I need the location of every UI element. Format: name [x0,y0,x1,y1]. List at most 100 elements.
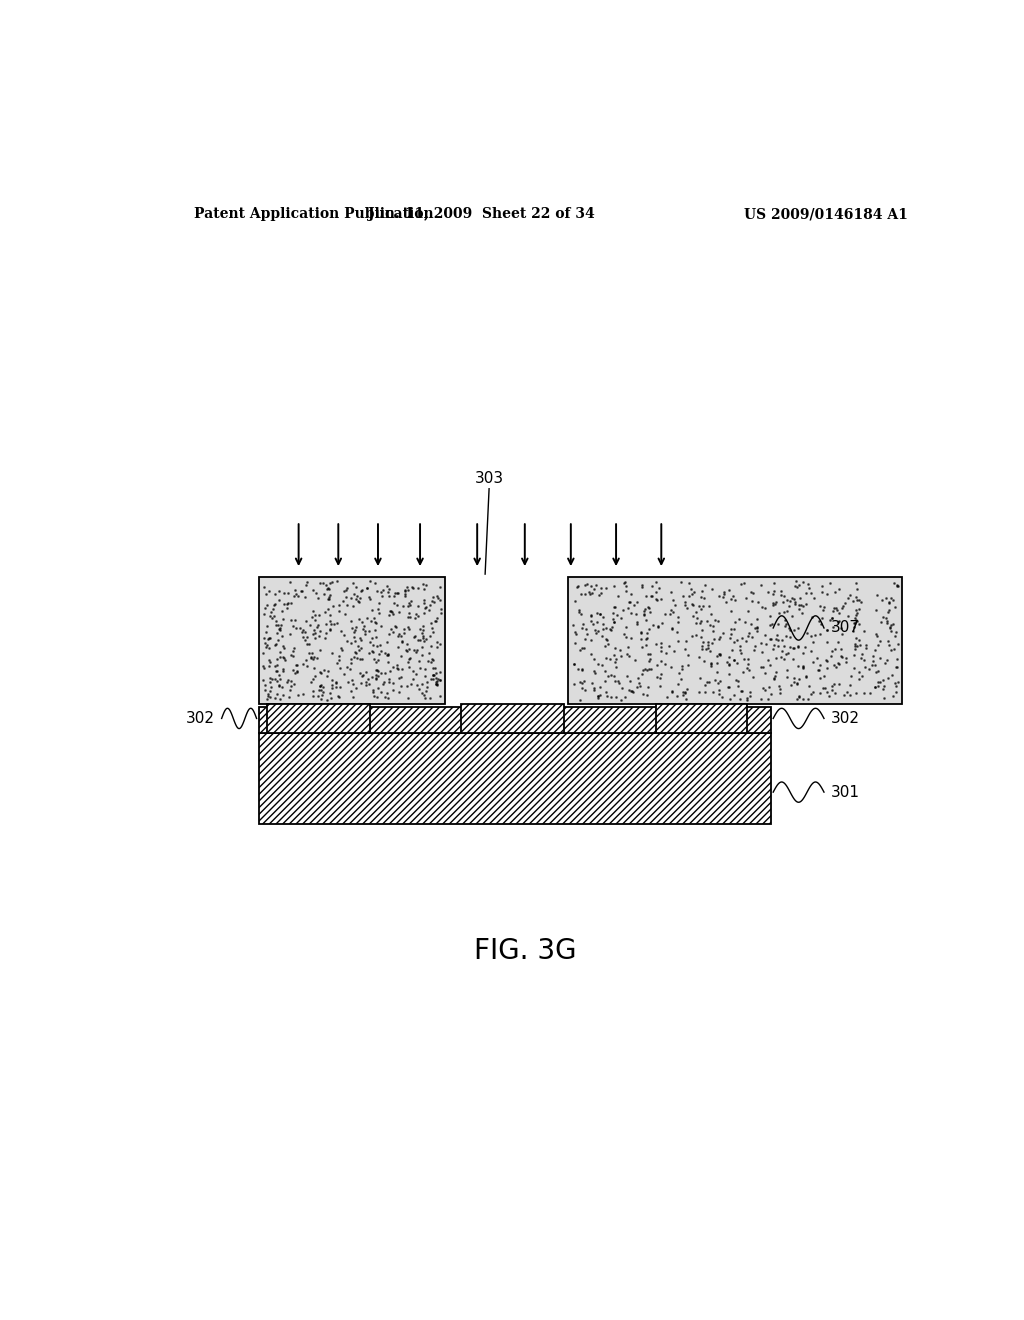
Point [849,635,865,656]
Point [629,591,645,612]
Point [590,653,606,675]
Bar [568,577,902,704]
Point [293,581,309,602]
Point [695,651,712,672]
Point [796,688,812,709]
Point [409,663,425,684]
Point [566,632,583,653]
Point [733,573,750,594]
Point [621,636,637,657]
Point [573,603,590,624]
Point [877,653,893,675]
Point [849,590,865,611]
Point [623,671,639,692]
Point [642,648,658,669]
Point [636,601,652,622]
Point [627,649,643,671]
Point [883,640,899,661]
Point [365,682,381,704]
Point [847,627,863,648]
Point [724,639,740,660]
Point [716,582,732,603]
Point [411,606,427,627]
Point [398,676,415,697]
Point [760,649,776,671]
Point [745,639,762,660]
Point [388,594,404,615]
Point [312,661,329,682]
Point [276,649,293,671]
Point [262,671,279,692]
Point [404,578,421,599]
Point [879,607,895,628]
Point [391,668,408,689]
Point [338,579,354,601]
Point [268,661,285,682]
Point [729,652,745,673]
Point [846,616,862,638]
Point [306,657,323,678]
Point [261,638,278,659]
Point [425,664,441,685]
Point [740,623,757,644]
Point [312,675,329,696]
Point [344,595,360,616]
Point [833,618,849,639]
Point [621,645,637,667]
Point [351,663,368,684]
Point [415,636,431,657]
Point [289,661,305,682]
Point [632,628,648,649]
Point [788,689,805,710]
Point [834,645,850,667]
Point [295,626,311,647]
Point [819,619,836,640]
Point [849,578,865,599]
Point [889,576,905,597]
Point [373,681,389,702]
Point [768,628,784,649]
Point [631,673,647,694]
Point [758,598,774,619]
Point [794,594,810,615]
Point [432,599,449,620]
Point [326,612,342,634]
Point [716,583,732,605]
Point [361,570,378,591]
Point [274,609,291,630]
Point [605,609,622,630]
Point [333,620,349,642]
Point [780,595,797,616]
Point [700,635,717,656]
Point [677,638,693,659]
Point [827,639,844,660]
Point [776,615,793,636]
Point [623,628,639,649]
Point [685,606,701,627]
Point [339,656,355,677]
Point [308,583,325,605]
Point [869,626,886,647]
Bar [655,704,748,733]
Point [726,611,742,632]
Point [403,673,420,694]
Point [750,591,766,612]
Point [796,595,812,616]
Point [795,643,811,664]
Point [586,677,602,698]
Point [298,610,314,631]
Point [359,668,376,689]
Point [767,647,783,668]
Point [803,684,819,705]
Point [336,624,352,645]
Point [876,675,892,696]
Point [575,671,592,692]
Point [630,668,646,689]
Point [697,639,714,660]
Point [347,620,364,642]
Point [803,640,819,661]
Point [416,578,432,599]
Point [307,622,324,643]
Point [425,668,441,689]
Point [387,583,403,605]
